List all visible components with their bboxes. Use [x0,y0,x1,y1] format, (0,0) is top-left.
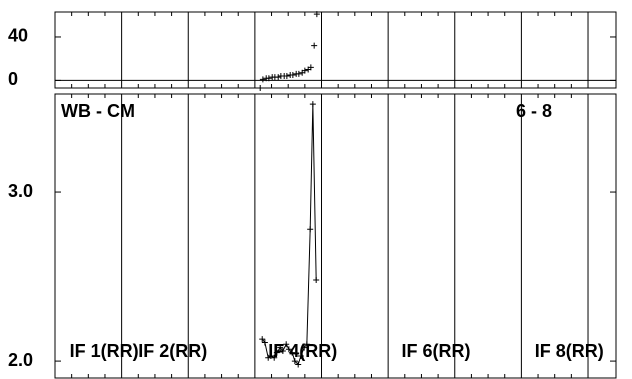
data-point [313,11,320,18]
data-point [273,349,280,356]
data-point [259,76,266,83]
data-point [277,344,284,351]
panel-label: IF 8(RR) [535,341,604,361]
y-tick-label: 40 [8,26,28,46]
data-point [297,353,304,360]
data-point [261,339,268,346]
panel-frame [54,11,617,89]
data-point [301,67,308,74]
data-point [283,341,290,348]
data-point [289,349,296,356]
data-point [301,344,308,351]
data-point [259,336,266,343]
data-point [279,347,286,354]
data-point [289,71,296,78]
data-point [309,101,316,108]
panel-frame [54,93,617,379]
data-point [271,354,278,361]
data-point [295,70,302,77]
data-point [311,42,318,49]
data-line [261,104,317,366]
data-point [295,361,302,368]
annotation: WB - CM [61,101,135,121]
data-point [313,276,320,283]
data-point [285,346,292,353]
data-point [267,353,274,360]
panel-label: IF 2(RR) [138,341,207,361]
panel-label: IF 6(RR) [401,341,470,361]
y-tick-label: 2.0 [8,350,33,370]
annotation: 6 - 8 [516,101,552,121]
data-point [257,85,264,91]
data-point [291,358,298,365]
data-point [307,64,314,71]
data-point [307,226,314,233]
y-tick-label: 3.0 [8,181,33,201]
data-point [275,74,282,81]
data-point [303,341,310,348]
data-point [283,73,290,80]
data-point [265,75,272,82]
panel-label: IF 1(RR) [70,341,139,361]
y-tick-label: 0 [8,69,18,89]
